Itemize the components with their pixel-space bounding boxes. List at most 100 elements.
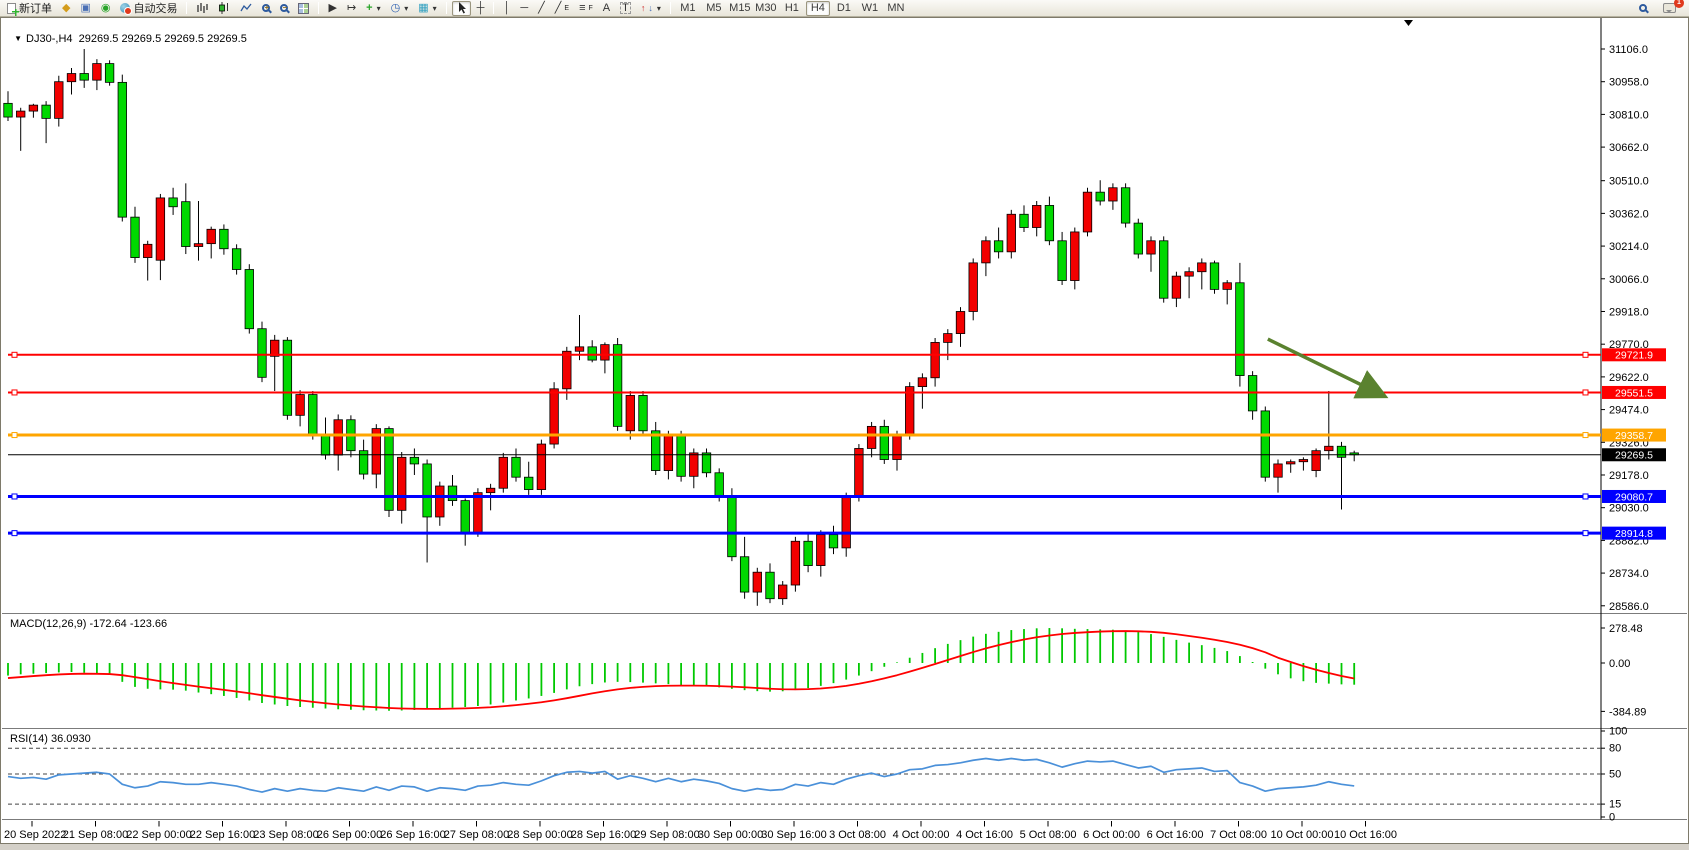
ray-handle[interactable] xyxy=(11,530,18,537)
vertical-line-tool-button[interactable]: │ xyxy=(499,1,514,16)
channel-tool-button[interactable]: ╱ E xyxy=(554,2,570,14)
zoom-out-icon: − xyxy=(280,2,289,12)
new-order-icon xyxy=(7,2,19,16)
toolbar-separator xyxy=(186,2,188,14)
toolbar-separator xyxy=(493,2,495,14)
fibonacci-tool-button[interactable]: ≡ F xyxy=(579,2,593,14)
timeframe-mn-button[interactable]: MN xyxy=(887,2,905,14)
auto-trading-icon xyxy=(120,3,133,15)
chat-button[interactable]: 1 xyxy=(1659,0,1684,16)
toolbar-separator xyxy=(318,2,320,14)
notification-badge: 1 xyxy=(1674,0,1684,8)
auto-scroll-button[interactable]: ▶ xyxy=(324,1,340,16)
chat-icon xyxy=(1663,3,1676,13)
ray-handle[interactable] xyxy=(1582,389,1589,396)
timeframe-d1-button[interactable]: D1 xyxy=(836,2,851,14)
timeframe-m30-button[interactable]: M30 xyxy=(755,2,777,14)
arrows-tool-button[interactable]: ↑ ↓ ▾ xyxy=(637,1,665,16)
auto-scroll-icon: ▶ xyxy=(328,2,337,14)
candlestick-chart-icon xyxy=(219,2,229,14)
ray-handle[interactable] xyxy=(1582,432,1589,439)
cursor-tool-button[interactable] xyxy=(451,0,471,16)
crosshair-tool-button[interactable]: ┼ xyxy=(473,1,489,16)
chart-shift-button[interactable]: ↦ xyxy=(343,1,360,16)
text-tool-button[interactable]: A xyxy=(599,1,614,16)
new-order-button[interactable]: 新订单 xyxy=(3,1,56,16)
timeframe-m5-button[interactable]: M5 xyxy=(706,2,722,14)
horizontal-ray[interactable] xyxy=(8,432,1601,439)
chevron-down-icon: ▾ xyxy=(656,3,661,13)
styler-icon: ◆ xyxy=(62,2,71,14)
horizontal-ray[interactable] xyxy=(8,389,1601,396)
tile-windows-button[interactable] xyxy=(294,1,313,16)
horizontal-ray[interactable] xyxy=(8,493,1601,500)
ray-handle[interactable] xyxy=(1582,351,1589,358)
chart-window xyxy=(0,17,1689,844)
horizontal-line-tool-button[interactable]: ─ xyxy=(516,1,532,16)
zoom-out-button[interactable]: − xyxy=(276,1,292,16)
auto-trading-button[interactable]: 自动交易 xyxy=(116,1,181,16)
symbol-info-text: DJ30-,H4 29269.5 29269.5 29269.5 29269.5 xyxy=(26,33,247,45)
ray-handle[interactable] xyxy=(11,432,18,439)
new-order-label: 新订单 xyxy=(19,3,52,15)
timeframe-h1-button[interactable]: H1 xyxy=(784,2,799,14)
styler-button[interactable]: ◆ xyxy=(58,1,74,16)
vertical-line-icon: │ xyxy=(503,2,511,14)
cursor-icon xyxy=(458,2,466,14)
signals-icon: ◉ xyxy=(100,2,111,14)
horizontal-rays[interactable] xyxy=(8,351,1601,537)
indicators-icon: + xyxy=(366,2,373,14)
ray-handle[interactable] xyxy=(1582,493,1589,500)
toolbar-separator xyxy=(669,2,671,14)
collapse-icon[interactable]: ▼ xyxy=(14,34,23,43)
horizontal-ray[interactable] xyxy=(8,530,1601,537)
horizontal-ray[interactable] xyxy=(8,351,1601,358)
arrow-down-icon: ↓ xyxy=(648,3,653,13)
indicators-button[interactable]: + ▾ xyxy=(362,1,384,16)
ray-handle[interactable] xyxy=(11,389,18,396)
ray-handle[interactable] xyxy=(11,493,18,500)
search-button[interactable] xyxy=(1635,1,1651,16)
line-chart-button[interactable] xyxy=(236,1,256,16)
search-icon xyxy=(1639,4,1647,12)
depth-of-market-button[interactable]: ▣ xyxy=(76,1,94,16)
templates-button[interactable]: ▦ ▾ xyxy=(414,1,440,16)
timeframe-h4-button[interactable]: H4 xyxy=(805,0,830,16)
bar-chart-icon xyxy=(197,3,209,13)
horizontal-line-icon: ─ xyxy=(520,2,529,14)
timeframe-m1-button[interactable]: M1 xyxy=(680,2,696,14)
depth-of-market-icon: ▣ xyxy=(80,2,91,14)
text-tool-icon: A xyxy=(602,2,611,14)
tile-windows-icon xyxy=(298,2,310,14)
periods-button[interactable]: ◷ ▾ xyxy=(387,1,413,16)
trendline-icon: ╱ xyxy=(538,2,545,14)
bar-chart-button[interactable] xyxy=(192,1,212,16)
fibonacci-icon: ≡ xyxy=(579,2,586,14)
toolbar-separator xyxy=(445,2,447,14)
toolbar: 新订单 ◆ ▣ ◉ 自动交易 + − ▶ ↦ + ▾ ◷ ▾ xyxy=(0,0,1689,17)
timeframe-m15-button[interactable]: M15 xyxy=(729,2,751,14)
chevron-down-icon: ▾ xyxy=(432,3,437,13)
chevron-down-icon: ▾ xyxy=(376,3,381,13)
equidistant-channel-icon: ╱ xyxy=(554,2,562,14)
ray-handle[interactable] xyxy=(1582,530,1589,537)
window-bottom-strip xyxy=(0,844,1689,850)
chart-shift-icon: ↦ xyxy=(346,2,357,14)
signals-button[interactable]: ◉ xyxy=(97,1,115,16)
trendline-tool-button[interactable]: ╱ xyxy=(534,1,549,16)
timeframe-w1-button[interactable]: W1 xyxy=(861,2,879,14)
chevron-down-icon: ▾ xyxy=(404,3,409,13)
zoom-in-icon: + xyxy=(262,2,271,12)
ray-handle[interactable] xyxy=(11,351,18,358)
trend-arrow[interactable] xyxy=(1267,337,1389,399)
crosshair-icon: ┼ xyxy=(476,2,485,14)
zoom-in-button[interactable]: + xyxy=(258,1,274,16)
candlestick-chart-button[interactable] xyxy=(214,1,234,16)
symbol-title: ▼ DJ30-,H4 29269.5 29269.5 29269.5 29269.… xyxy=(8,21,247,45)
line-chart-icon xyxy=(240,3,252,12)
template-icon: ▦ xyxy=(418,2,429,14)
clock-icon: ◷ xyxy=(390,2,401,14)
arrow-up-icon: ↑ xyxy=(640,3,646,13)
label-tool-icon: T xyxy=(620,2,631,14)
label-tool-button[interactable]: T xyxy=(616,1,635,16)
